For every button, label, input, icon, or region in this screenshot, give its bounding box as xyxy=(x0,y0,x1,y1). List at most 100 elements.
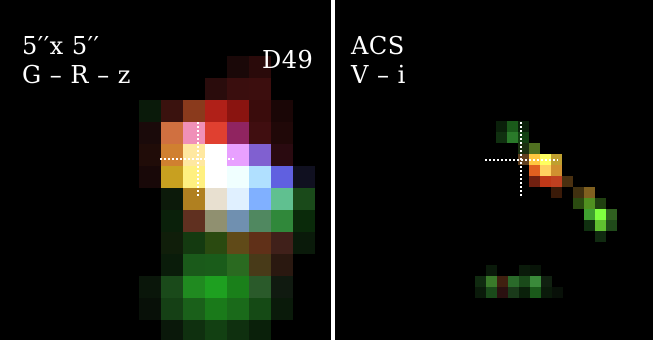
image-pixel xyxy=(205,210,227,232)
image-pixel xyxy=(139,298,161,320)
image-pixel xyxy=(183,122,205,144)
image-pixel xyxy=(249,122,271,144)
image-pixel xyxy=(551,154,562,165)
image-pixel xyxy=(249,166,271,188)
image-pixel xyxy=(551,187,562,198)
image-pixel xyxy=(227,56,249,78)
image-pixel xyxy=(205,166,227,188)
image-pixel xyxy=(227,232,249,254)
image-pixel xyxy=(518,154,529,165)
image-pixel xyxy=(139,122,161,144)
image-pixel xyxy=(595,231,606,242)
image-pixel xyxy=(183,100,205,122)
instrument-label: ACS xyxy=(351,32,405,60)
image-pixel xyxy=(293,188,315,210)
image-pixel xyxy=(606,209,617,220)
object-id-label: D49 xyxy=(262,46,314,74)
image-pixel xyxy=(475,287,486,298)
image-pixel xyxy=(496,132,507,143)
image-pixel xyxy=(552,287,563,298)
image-pixel xyxy=(183,320,205,340)
image-pixel xyxy=(293,166,315,188)
image-pixel xyxy=(227,166,249,188)
image-pixel xyxy=(271,100,293,122)
image-pixel xyxy=(518,121,529,132)
image-pixel xyxy=(249,320,271,340)
image-pixel xyxy=(595,209,606,220)
image-pixel xyxy=(161,210,183,232)
image-pixel xyxy=(205,320,227,340)
image-pixel xyxy=(249,276,271,298)
filter-bands-label-acs: V – i xyxy=(351,61,406,89)
image-pixel xyxy=(573,187,584,198)
image-pixel xyxy=(249,254,271,276)
image-pixel xyxy=(595,198,606,209)
image-pixel xyxy=(519,265,530,276)
image-pixel xyxy=(249,232,271,254)
image-pixel xyxy=(249,56,271,78)
image-pixel xyxy=(249,210,271,232)
image-pixel xyxy=(227,188,249,210)
image-pixel xyxy=(205,100,227,122)
image-pixel xyxy=(507,121,518,132)
panel-divider xyxy=(331,0,335,340)
image-pixel xyxy=(519,287,530,298)
image-pixel xyxy=(205,144,227,166)
image-pixel xyxy=(486,276,497,287)
image-pixel xyxy=(249,298,271,320)
image-pixel xyxy=(541,287,552,298)
image-pixel xyxy=(271,232,293,254)
image-pixel xyxy=(496,121,507,132)
image-pixel xyxy=(227,78,249,100)
image-pixel xyxy=(486,287,497,298)
image-pixel xyxy=(183,188,205,210)
acs-image-panel: ACS V – i xyxy=(335,0,653,340)
image-pixel xyxy=(529,176,540,187)
image-pixel xyxy=(249,144,271,166)
image-pixel xyxy=(183,232,205,254)
image-pixel xyxy=(271,298,293,320)
image-pixel xyxy=(227,276,249,298)
image-pixel xyxy=(161,298,183,320)
image-pixel xyxy=(161,254,183,276)
image-pixel xyxy=(205,298,227,320)
image-pixel xyxy=(541,276,552,287)
image-pixel xyxy=(205,232,227,254)
image-pixel xyxy=(227,254,249,276)
image-pixel xyxy=(227,100,249,122)
image-pixel xyxy=(562,176,573,187)
image-pixel xyxy=(507,132,518,143)
image-pixel xyxy=(227,298,249,320)
image-pixel xyxy=(518,132,529,143)
image-pixel xyxy=(584,220,595,231)
filter-bands-label: G – R – z xyxy=(22,61,131,89)
image-pixel xyxy=(161,276,183,298)
image-pixel xyxy=(161,100,183,122)
image-pixel xyxy=(595,220,606,231)
image-pixel xyxy=(530,276,541,287)
image-pixel xyxy=(161,232,183,254)
image-pixel xyxy=(293,210,315,232)
image-pixel xyxy=(249,100,271,122)
image-pixel xyxy=(508,276,519,287)
image-pixel xyxy=(518,143,529,154)
image-pixel xyxy=(584,198,595,209)
image-pixel xyxy=(227,320,249,340)
image-pixel xyxy=(161,122,183,144)
image-pixel xyxy=(486,265,497,276)
image-pixel xyxy=(161,166,183,188)
image-pixel xyxy=(227,144,249,166)
image-pixel xyxy=(271,122,293,144)
image-pixel xyxy=(139,100,161,122)
image-pixel xyxy=(161,144,183,166)
image-pixel xyxy=(530,265,541,276)
image-pixel xyxy=(161,188,183,210)
image-pixel xyxy=(540,165,551,176)
image-pixel xyxy=(584,209,595,220)
image-pixel xyxy=(205,276,227,298)
image-pixel xyxy=(529,143,540,154)
image-pixel xyxy=(271,144,293,166)
left-crosshair xyxy=(160,122,234,196)
image-pixel xyxy=(551,176,562,187)
image-pixel xyxy=(183,254,205,276)
